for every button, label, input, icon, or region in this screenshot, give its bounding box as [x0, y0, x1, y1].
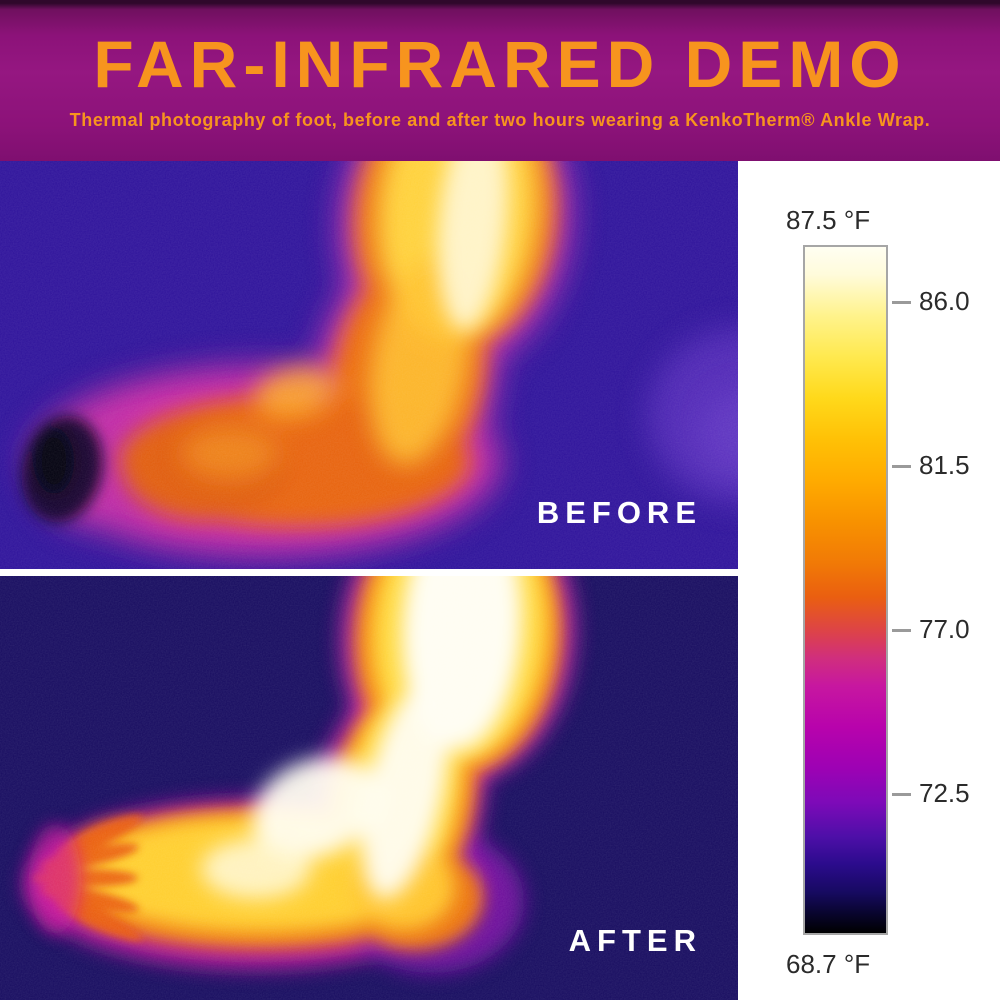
tick-label: 81.5 — [919, 449, 970, 480]
tick-label: 86.0 — [919, 285, 970, 316]
tick-label: 77.0 — [919, 614, 970, 645]
after-label: AFTER — [568, 923, 702, 958]
tick-line — [892, 464, 911, 468]
colorbar-max-label: 87.5 °F — [786, 205, 871, 235]
tick-line — [892, 629, 911, 633]
page-subtitle: Thermal photography of foot, before and … — [69, 110, 931, 130]
header-banner: FAR-INFRARED DEMO Thermal photography of… — [0, 0, 1000, 161]
colorbar-gradient: 86.0 81.5 77.0 72.5 — [803, 245, 970, 935]
thermal-panel-after: AFTER — [0, 576, 738, 1000]
image-separator — [0, 569, 738, 576]
thermal-panel-before: BEFORE — [0, 161, 738, 569]
tick-line — [892, 300, 911, 304]
before-label: BEFORE — [536, 495, 702, 530]
thermal-image-before — [0, 161, 738, 569]
colorbar-min-label: 68.7 °F — [786, 949, 871, 979]
temperature-scale-panel: 87.5 °F 86.0 81.5 77.0 72.5 68.7 °F — [738, 161, 1000, 1000]
page-title: FAR-INFRARED DEMO — [93, 27, 907, 101]
thermal-image-after — [0, 576, 738, 1000]
thermal-images-column: BEFORE — [0, 161, 738, 1000]
tick-line — [892, 793, 911, 797]
tick-label: 72.5 — [919, 778, 970, 809]
